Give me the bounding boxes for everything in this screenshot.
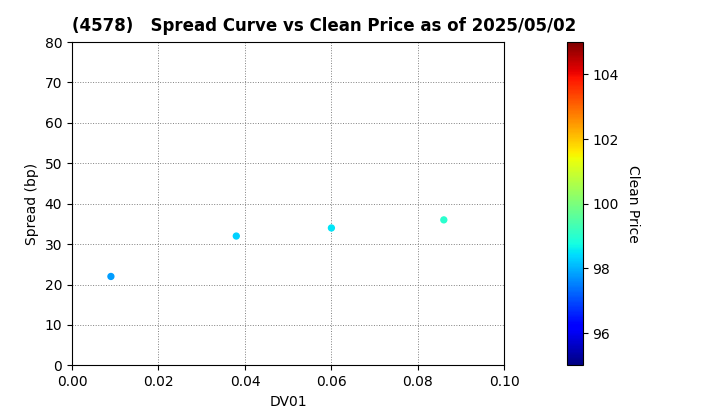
Y-axis label: Clean Price: Clean Price bbox=[626, 165, 639, 243]
Point bbox=[325, 225, 337, 231]
X-axis label: DV01: DV01 bbox=[269, 395, 307, 409]
Point bbox=[230, 233, 242, 239]
Point bbox=[438, 217, 449, 223]
Point bbox=[105, 273, 117, 280]
Y-axis label: Spread (bp): Spread (bp) bbox=[25, 163, 39, 245]
Text: (4578)   Spread Curve vs Clean Price as of 2025/05/02: (4578) Spread Curve vs Clean Price as of… bbox=[72, 17, 576, 35]
